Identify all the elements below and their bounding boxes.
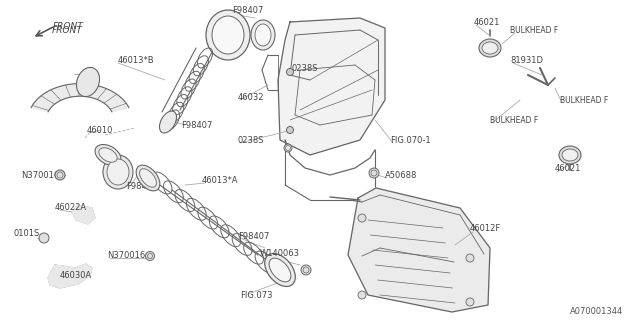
Text: 0101S: 0101S: [14, 228, 40, 237]
Text: 46032: 46032: [238, 92, 264, 101]
Ellipse shape: [251, 20, 275, 50]
Text: N370016: N370016: [107, 251, 145, 260]
Text: FRONT: FRONT: [53, 21, 84, 30]
Text: 46013*B: 46013*B: [118, 55, 155, 65]
Text: 46022A: 46022A: [55, 203, 87, 212]
Text: 0238S: 0238S: [291, 63, 317, 73]
Ellipse shape: [159, 111, 177, 133]
Polygon shape: [278, 18, 385, 155]
Text: F98407: F98407: [181, 121, 212, 130]
Text: W140063: W140063: [260, 250, 300, 259]
Text: 46021: 46021: [474, 18, 500, 27]
Text: F98407: F98407: [126, 181, 157, 190]
Ellipse shape: [107, 159, 129, 185]
Ellipse shape: [212, 16, 244, 54]
Ellipse shape: [95, 145, 121, 165]
Ellipse shape: [265, 253, 295, 286]
Ellipse shape: [103, 155, 133, 189]
Circle shape: [369, 168, 379, 178]
Circle shape: [466, 254, 474, 262]
Text: A070001344: A070001344: [570, 308, 623, 316]
Text: 0238S: 0238S: [238, 135, 264, 145]
Text: 81931D: 81931D: [510, 55, 543, 65]
Circle shape: [358, 214, 366, 222]
Text: F98407: F98407: [232, 5, 264, 14]
Text: F98407: F98407: [238, 231, 269, 241]
Circle shape: [301, 265, 311, 275]
Text: 46021: 46021: [555, 164, 581, 172]
Text: BULKHEAD F: BULKHEAD F: [510, 26, 558, 35]
Ellipse shape: [255, 24, 271, 46]
Ellipse shape: [206, 10, 250, 60]
Circle shape: [287, 126, 294, 133]
Ellipse shape: [559, 146, 581, 164]
Circle shape: [39, 233, 49, 243]
Circle shape: [287, 68, 294, 76]
Ellipse shape: [482, 42, 498, 54]
Circle shape: [466, 298, 474, 306]
Polygon shape: [48, 264, 92, 288]
Text: BULKHEAD F: BULKHEAD F: [560, 95, 608, 105]
Text: FRONT: FRONT: [52, 26, 83, 35]
Text: A50688: A50688: [385, 171, 417, 180]
Text: 46030A: 46030A: [60, 270, 92, 279]
Text: N370016: N370016: [21, 171, 60, 180]
Text: FIG.073: FIG.073: [240, 292, 273, 300]
Circle shape: [358, 291, 366, 299]
Ellipse shape: [269, 258, 291, 282]
Circle shape: [55, 170, 65, 180]
Ellipse shape: [76, 68, 100, 97]
Text: BULKHEAD F: BULKHEAD F: [490, 116, 538, 124]
Ellipse shape: [99, 148, 117, 162]
Text: 46012F: 46012F: [470, 223, 501, 233]
Ellipse shape: [562, 149, 578, 161]
Ellipse shape: [136, 165, 160, 191]
Ellipse shape: [479, 39, 501, 57]
Text: FIG.070-1: FIG.070-1: [390, 135, 431, 145]
Polygon shape: [31, 84, 129, 112]
Polygon shape: [348, 188, 490, 312]
Text: 46010: 46010: [87, 125, 113, 134]
Text: 46013*A: 46013*A: [202, 175, 239, 185]
Ellipse shape: [140, 169, 156, 187]
Circle shape: [145, 252, 154, 260]
Polygon shape: [72, 205, 95, 224]
Circle shape: [284, 144, 292, 152]
